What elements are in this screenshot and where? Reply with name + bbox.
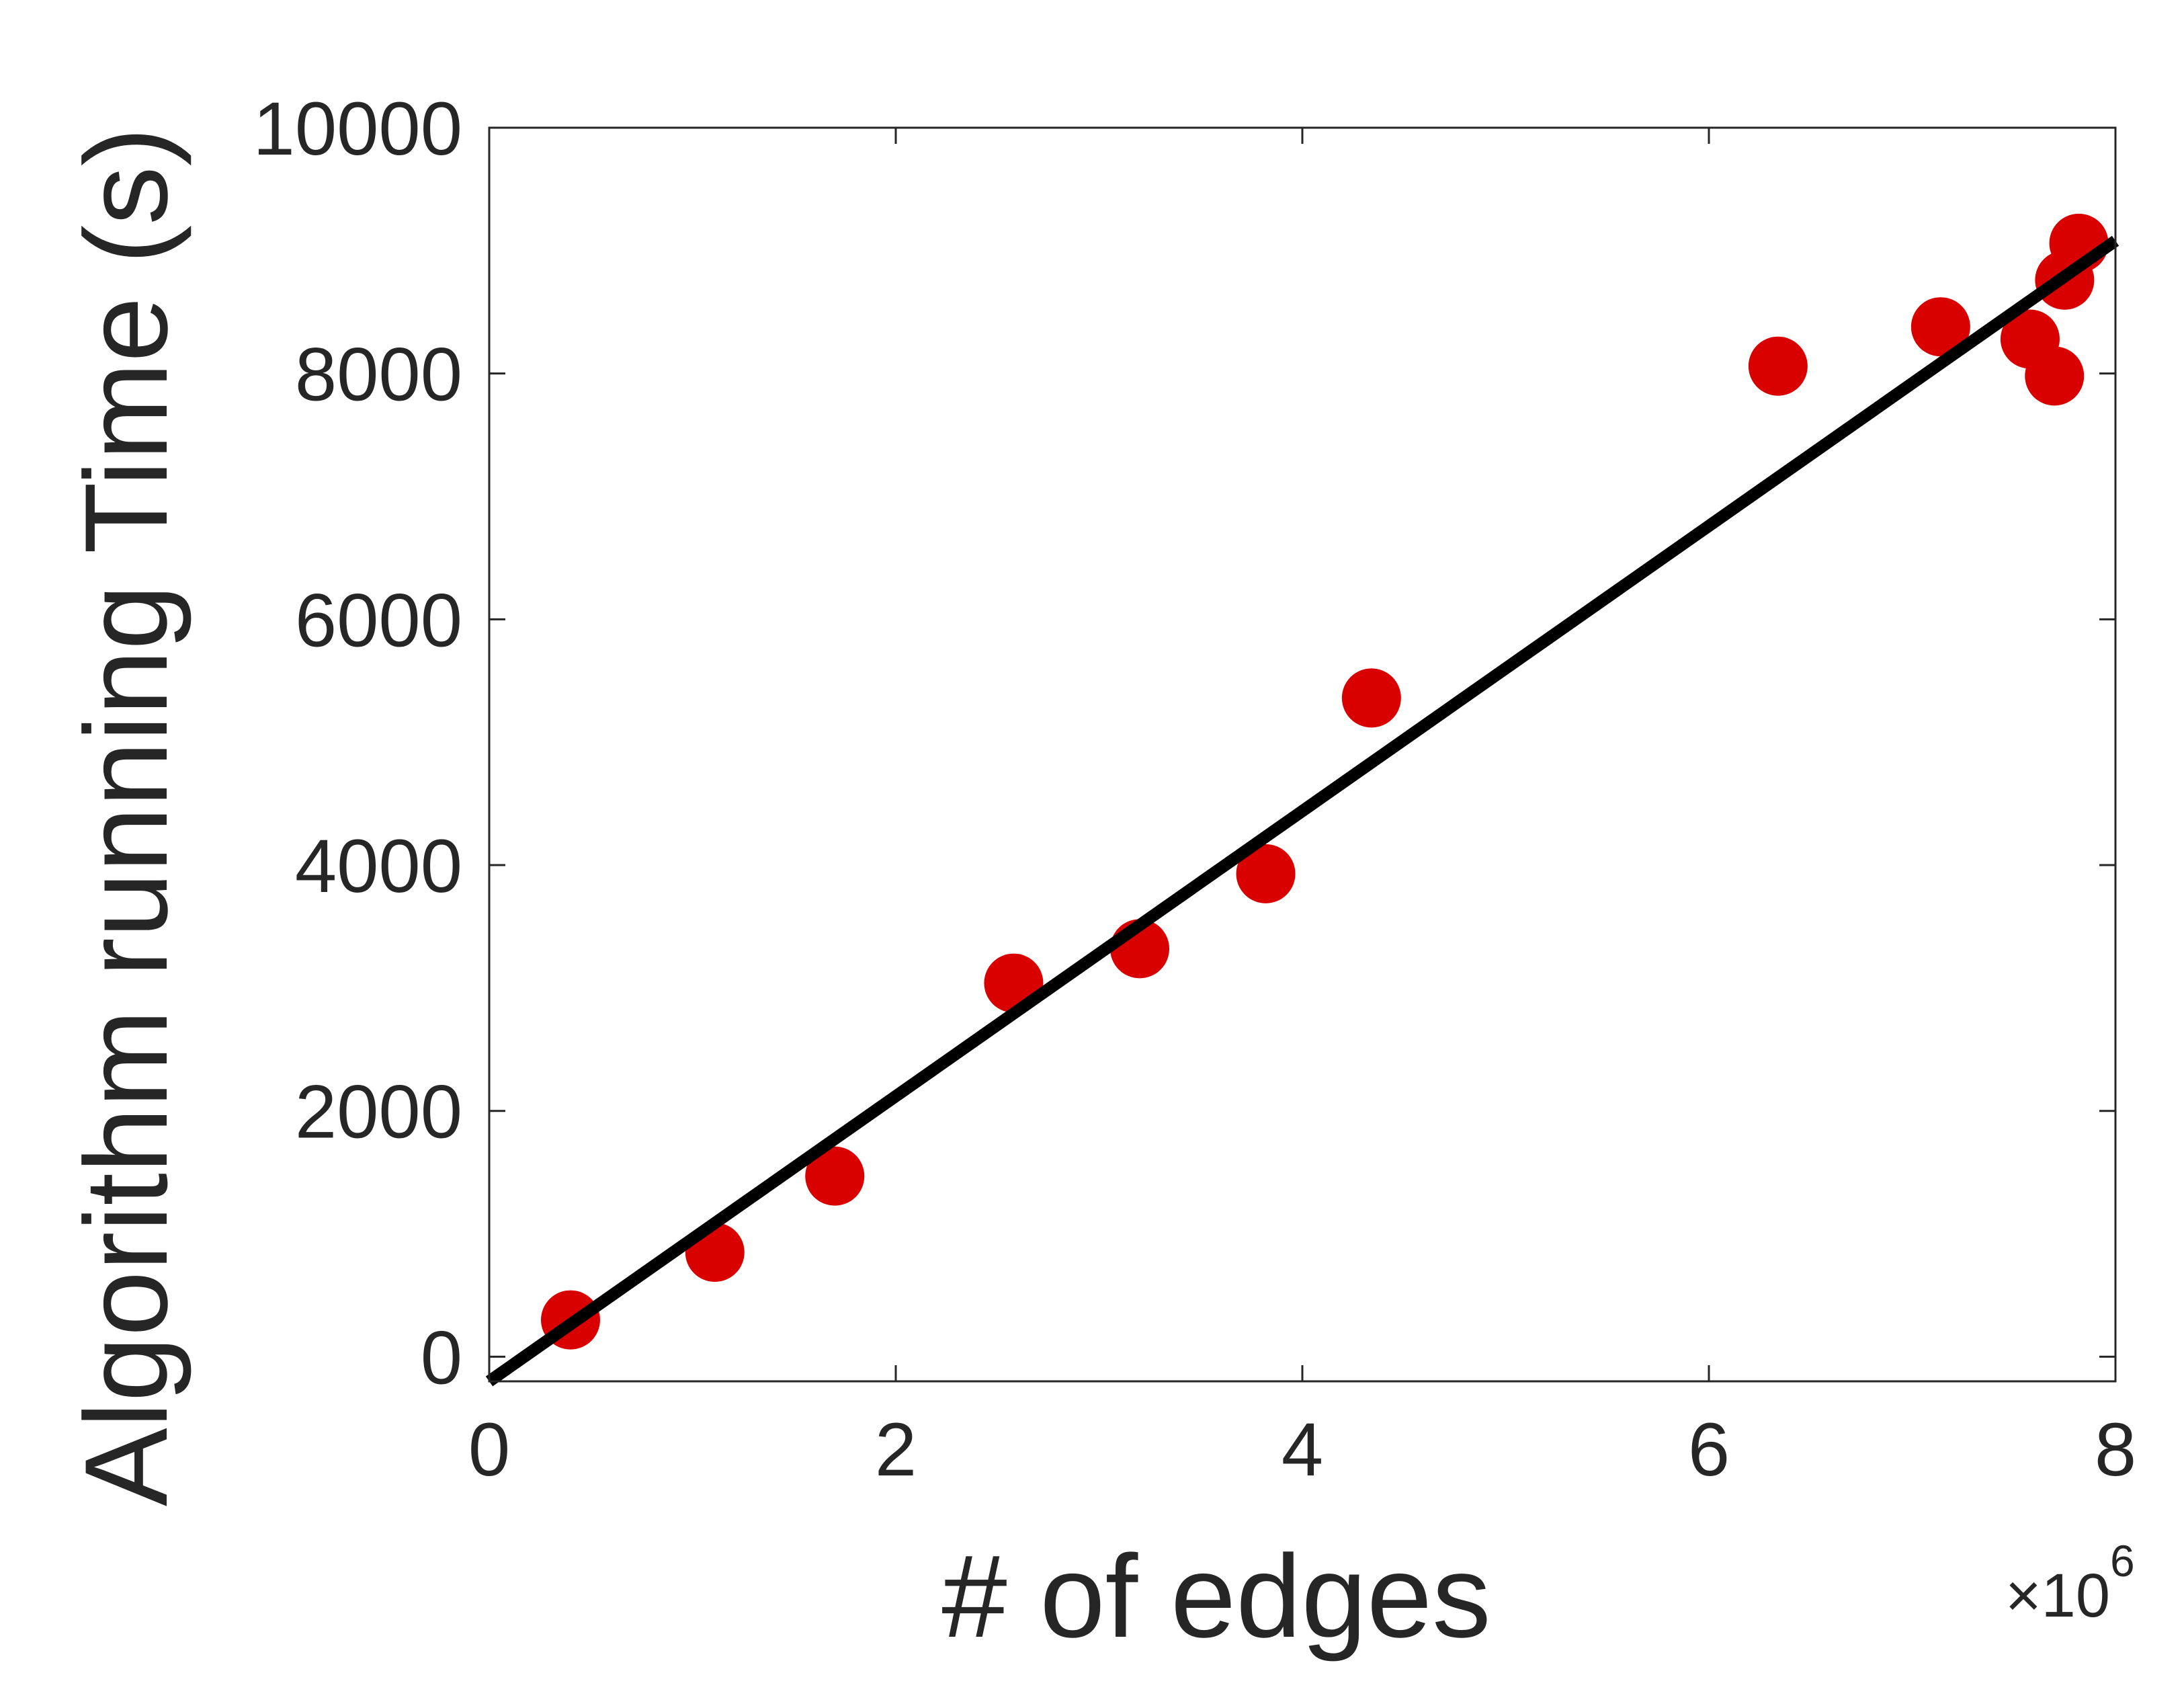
y-tick-label: 6000: [295, 578, 462, 662]
scatter-point: [1236, 844, 1296, 903]
y-tick-label: 8000: [295, 333, 462, 417]
x-tick-label: 2: [875, 1408, 917, 1492]
x-axis-multiplier-exponent: 6: [2110, 1536, 2135, 1586]
y-tick-label: 10000: [253, 87, 462, 171]
x-axis-label: # of edges: [941, 1531, 1490, 1662]
x-tick-label: 4: [1282, 1408, 1323, 1492]
plot-frame: [488, 126, 2117, 1383]
y-tick-label: 4000: [295, 824, 462, 908]
y-tick-label: 0: [421, 1315, 462, 1399]
x-axis-ticks: 0 2 4 6 8: [468, 128, 2136, 1492]
x-tick-label: 6: [1688, 1408, 1730, 1492]
scatter-point: [2025, 346, 2085, 406]
fit-line: [485, 235, 2119, 1387]
scatter-point: [1910, 297, 1970, 357]
y-tick-label: 2000: [295, 1070, 462, 1154]
plot-area: [489, 128, 2115, 1381]
scatter-point: [805, 1146, 865, 1206]
x-tick-label: 8: [2095, 1408, 2136, 1492]
scatter-point: [1341, 668, 1401, 728]
scatter-point: [1748, 336, 1808, 396]
y-axis-label: Algorithm running Time (s): [61, 127, 192, 1506]
x-tick-label: 0: [468, 1408, 510, 1492]
x-axis-multiplier-base: ×10: [2005, 1561, 2110, 1630]
x-axis-multiplier: ×10: [2005, 1561, 2110, 1630]
y-axis-ticks: 0 2000 4000 6000 8000 10000: [253, 87, 2115, 1399]
